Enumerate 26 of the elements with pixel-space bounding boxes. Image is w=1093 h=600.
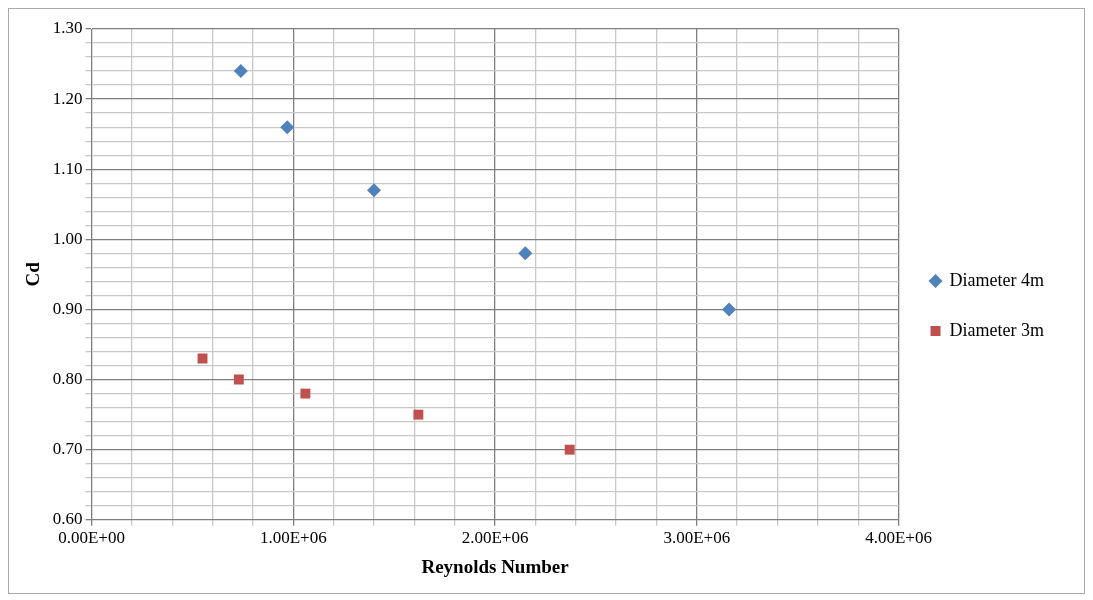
legend-label: Diameter 4m: [949, 269, 1044, 290]
y-axis-title: Cd: [22, 261, 44, 287]
x-axis-title: Reynolds Number: [421, 555, 570, 577]
point: [300, 388, 311, 399]
y-tick-label: 0.60: [52, 509, 83, 529]
x-tick-label: 1.00E+06: [259, 528, 327, 548]
legend-label: Diameter 3m: [949, 319, 1044, 340]
point: [233, 64, 248, 79]
point: [280, 120, 295, 135]
x-tick-label: 3.00E+06: [663, 528, 731, 548]
y-tick-label: 0.90: [52, 298, 83, 318]
point: [367, 183, 381, 198]
y-tick-label: 0.70: [52, 439, 83, 459]
x-tick-label: 4.00E+06: [865, 528, 932, 548]
point: [722, 302, 737, 317]
point: [413, 409, 424, 420]
point: [518, 246, 533, 261]
y-tick-label: 0.80: [52, 369, 83, 389]
y-tick-label: 1.20: [52, 88, 83, 108]
y-tick-label: 1.00: [52, 228, 83, 248]
x-tick-label: 2.00E+06: [461, 528, 529, 548]
x-tick-label: 0.00E+00: [58, 528, 125, 548]
point: [564, 444, 575, 455]
point: [233, 374, 244, 385]
y-tick-label: 1.30: [52, 18, 83, 38]
y-tick-label: 1.10: [52, 158, 83, 178]
